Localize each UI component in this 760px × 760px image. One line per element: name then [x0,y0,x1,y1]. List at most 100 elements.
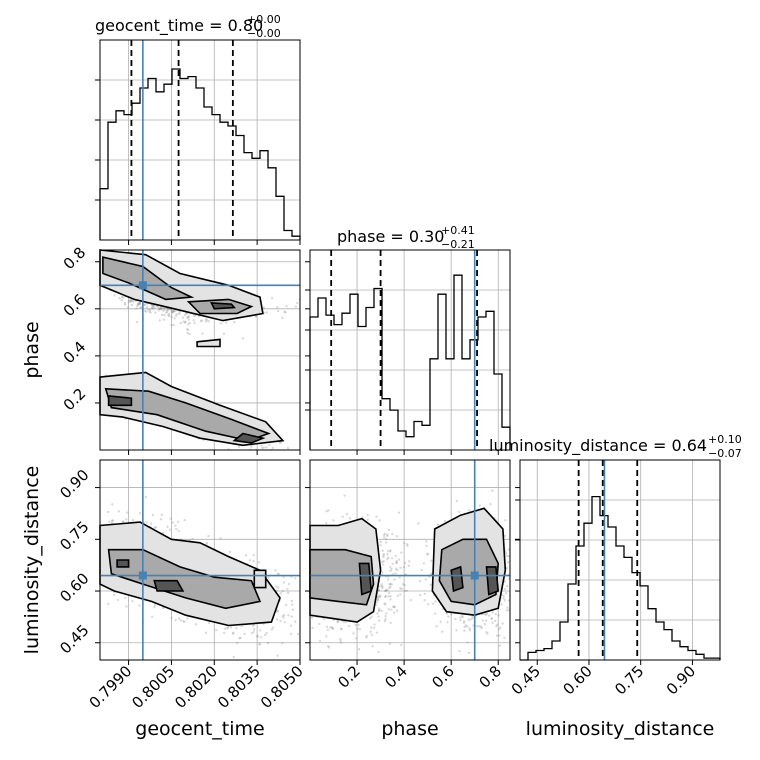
scatter-point [162,318,165,321]
y-tick-label: 0.90 [56,466,92,502]
scatter-point [483,612,487,616]
scatter-point [172,323,175,327]
scatter-point [370,633,374,636]
scatter-point [481,619,485,622]
scatter-point [378,595,382,599]
scatter-point [423,598,426,602]
scatter-point [270,296,274,300]
scatter-point [295,533,297,535]
scatter-point [255,635,259,638]
scatter-point [276,610,280,613]
scatter-point [135,320,139,324]
scatter-point [375,515,378,518]
scatter-point [521,495,523,497]
scatter-point [506,561,510,564]
scatter-point [464,624,467,627]
scatter-point [279,591,282,595]
scatter-point [331,667,333,669]
scatter-point [403,589,407,593]
x-axis-label-phase: phase [381,718,438,740]
scatter-point [514,585,516,587]
scatter-point [447,615,450,618]
scatter-point [117,510,120,513]
scatter-point [286,591,290,595]
scatter-point [256,634,259,638]
histogram-geocent_time [99,68,301,240]
scatter-point [149,522,153,525]
scatter-point [375,631,379,634]
scatter-point [392,605,396,609]
scatter-point [384,541,388,544]
scatter-point [90,549,92,551]
histogram-luminosity_distance [520,495,721,661]
scatter-point [483,622,487,626]
scatter-point [129,299,132,303]
scatter-point [507,554,510,558]
scatter-point [426,553,430,556]
scatter-point [357,648,361,651]
scatter-point [268,443,271,447]
scatter-point [326,628,330,632]
scatter-point [459,616,462,619]
scatter-point [339,627,343,630]
scatter-point [166,309,169,312]
scatter-point [393,578,396,581]
scatter-point [494,619,497,623]
scatter-point [395,559,398,563]
scatter-point [110,519,114,523]
panel-hist-geocent_time [99,39,301,241]
scatter-point [237,445,241,449]
scatter-point [232,655,235,659]
x-axis-label-geocent-time: geocent_time [135,718,264,740]
scatter-point [380,584,383,588]
scatter-point [125,605,128,608]
scatter-point [377,609,381,613]
scatter-point [191,537,194,541]
scatter-point [152,304,155,307]
scatter-point [390,608,393,611]
scatter-point [144,496,148,499]
scatter-point [485,612,489,616]
scatter-point [140,306,143,309]
scatter-point [96,270,98,272]
scatter-point [388,642,392,645]
scatter-point [151,307,154,310]
scatter-point [381,587,384,590]
scatter-point [475,624,479,628]
scatter-point [497,614,500,617]
scatter-point [94,519,96,521]
scatter-point [394,554,398,558]
scatter-point [235,627,238,630]
scatter-point [358,627,362,631]
scatter-point [327,646,331,649]
scatter-point [207,320,210,323]
scatter-point [239,636,242,640]
scatter-point [187,315,191,318]
scatter-point [506,606,509,609]
scatter-point [136,304,139,308]
scatter-point [84,512,86,514]
x-tick-label: 0.6 [428,662,458,692]
scatter-point [123,303,127,307]
scatter-point [389,621,392,624]
scatter-point [183,313,187,317]
scatter-point [301,564,303,566]
title-geocent-time-sup: +0.00 [247,13,281,26]
scatter-point [377,594,381,598]
scatter-point [241,337,245,340]
scatter-point [188,332,191,336]
scatter-point [326,644,330,648]
title-geocent-time-main: geocent_time = 0.80 [95,16,263,36]
scatter-point [281,589,284,593]
scatter-point [503,636,506,640]
scatter-point [385,612,388,615]
scatter-point [183,518,186,522]
scatter-point [163,314,166,317]
scatter-point [187,315,190,319]
panel-hist-luminosity_distance [519,459,721,661]
scatter-point [357,623,360,627]
scatter-point [158,307,161,310]
panel-geocent_time-phase [99,249,301,451]
scatter-point [306,560,308,562]
